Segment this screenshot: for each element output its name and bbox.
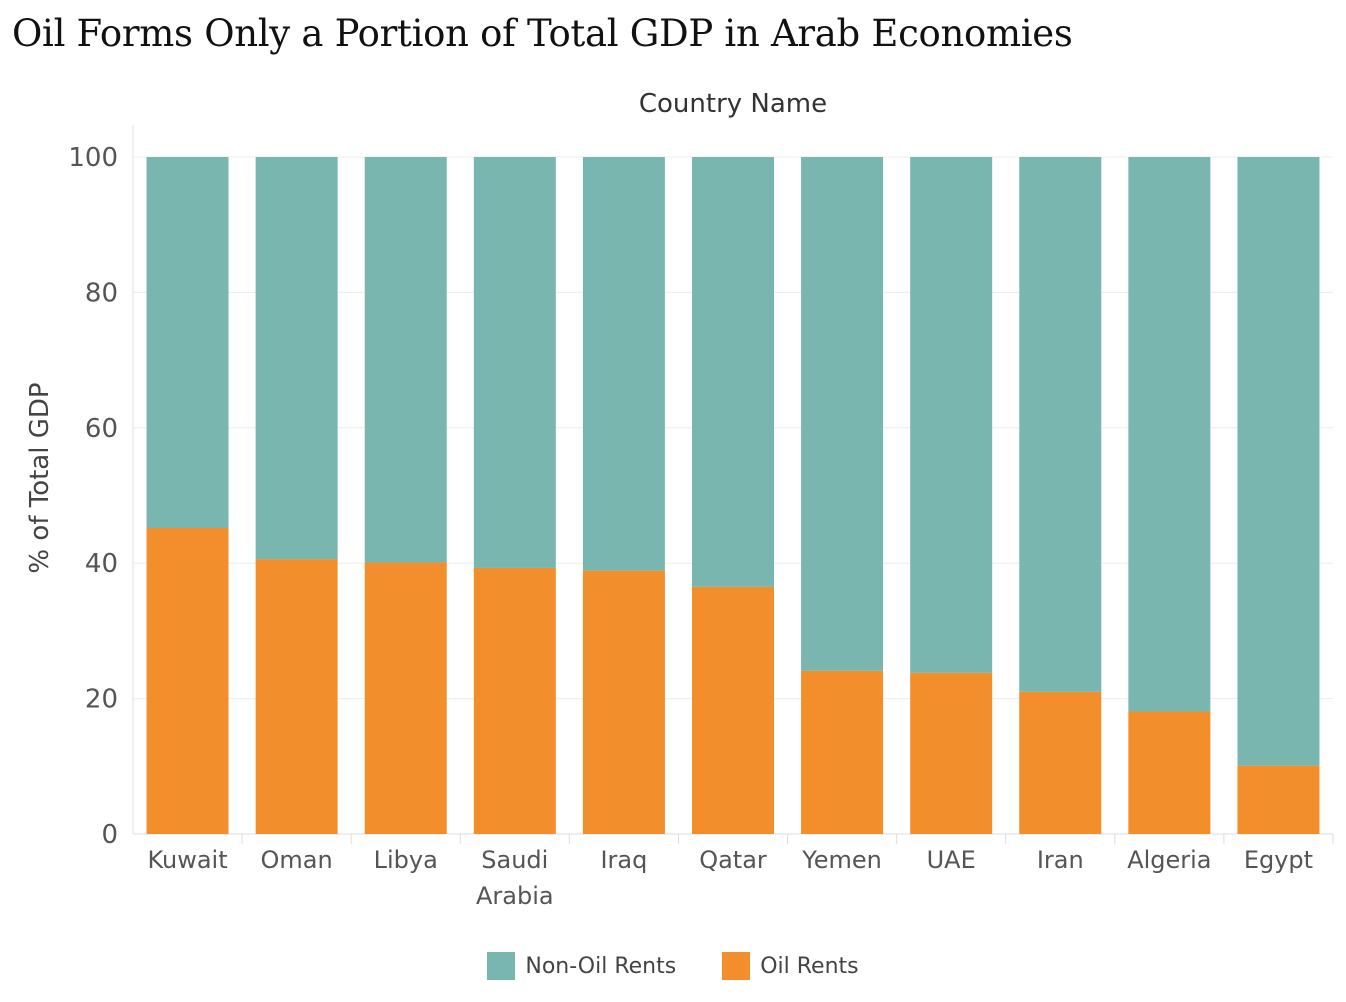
y-axis-ticks: 0 20 40 60 80 100 [68, 143, 118, 850]
bar-oil-rents-10[interactable] [1237, 765, 1320, 834]
x-tick-label: Egypt [1244, 846, 1313, 874]
x-tick-label: Algeria [1127, 846, 1211, 874]
bar-oil-rents-1[interactable] [255, 559, 338, 834]
bar-non-oil-rents-4[interactable] [582, 157, 665, 571]
y-tick-label: 0 [101, 820, 118, 850]
bar-oil-rents-6[interactable] [801, 670, 884, 834]
y-tick-label: 60 [85, 414, 118, 444]
bar-non-oil-rents-10[interactable] [1237, 157, 1320, 766]
x-tick-label: Qatar [699, 846, 767, 874]
y-tick-label: 80 [85, 278, 118, 308]
y-tick-label: 20 [85, 685, 118, 715]
bar-non-oil-rents-8[interactable] [1019, 157, 1102, 692]
x-tick-label: Yemen [801, 846, 882, 874]
bar-oil-rents-4[interactable] [582, 570, 665, 834]
y-axis-title: % of Total GDP [25, 382, 55, 573]
bar-non-oil-rents-2[interactable] [364, 157, 447, 563]
chart-title: Oil Forms Only a Portion of Total GDP in… [12, 12, 1073, 55]
x-tick-label: Iraq [600, 846, 647, 874]
x-tick-label: Oman [261, 846, 333, 874]
x-tick-label: UAE [927, 846, 976, 874]
x-tick-label: Libya [374, 846, 438, 874]
bar-oil-rents-3[interactable] [473, 567, 556, 834]
legend-label-oil-rents: Oil Rents [760, 953, 859, 979]
legend-item-oil-rents[interactable]: Oil Rents [722, 952, 859, 980]
bar-non-oil-rents-1[interactable] [255, 157, 338, 560]
bar-oil-rents-5[interactable] [692, 586, 774, 834]
x-tick-label: Kuwait [147, 846, 227, 874]
y-tick-label: 100 [68, 143, 118, 173]
legend-item-non-oil-rents[interactable]: Non-Oil Rents [487, 952, 676, 980]
bar-non-oil-rents-3[interactable] [473, 157, 556, 568]
y-tick-label: 40 [85, 549, 118, 579]
bar-non-oil-rents-5[interactable] [692, 157, 774, 587]
legend-swatch-non-oil-rents [487, 952, 516, 980]
legend-label-non-oil-rents: Non-Oil Rents [525, 953, 677, 979]
legend-swatch-oil-rents [722, 952, 751, 980]
x-tick-label: Iran [1037, 846, 1084, 874]
x-axis-title: Country Name [639, 89, 827, 119]
bar-non-oil-rents-7[interactable] [910, 157, 993, 673]
bar-oil-rents-7[interactable] [910, 672, 993, 834]
bars-group [146, 157, 1320, 834]
bar-non-oil-rents-0[interactable] [146, 157, 229, 528]
legend: Non-Oil Rents Oil Rents [0, 952, 1346, 980]
x-tick-label: Saudi [481, 846, 548, 874]
stacked-bar-chart: Country Name % of Total GDP 0 20 40 60 80 100… [25, 89, 1334, 910]
bar-oil-rents-2[interactable] [364, 562, 447, 834]
bar-oil-rents-9[interactable] [1128, 711, 1211, 834]
bar-non-oil-rents-9[interactable] [1128, 157, 1211, 712]
bar-oil-rents-8[interactable] [1019, 691, 1102, 834]
x-tick-label: Arabia [476, 882, 554, 910]
bar-non-oil-rents-6[interactable] [801, 157, 884, 671]
x-axis-ticks: Kuwait Oman Libya Saudi Arabia Iraq Qatar Yemen… [147, 834, 1334, 910]
bar-oil-rents-0[interactable] [146, 527, 229, 834]
